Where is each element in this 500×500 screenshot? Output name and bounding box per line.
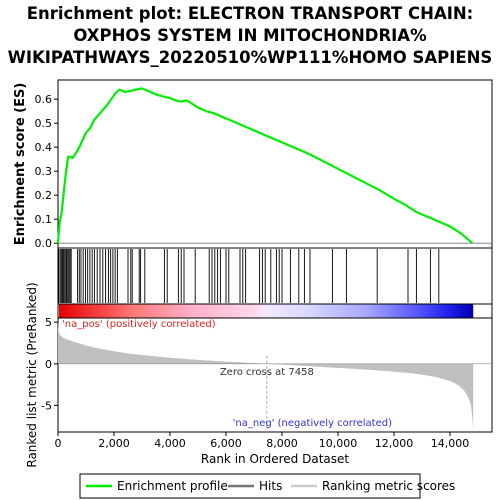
ranked-x-tick-label: 6,000 <box>210 437 242 450</box>
ranked-x-tick-label: 4,000 <box>154 437 186 450</box>
chart-title-line-1: Enrichment plot: ELECTRON TRANSPORT CHAI… <box>27 4 474 23</box>
ranked-x-tick-label: 10,000 <box>319 437 358 450</box>
ranked-x-axis: 0 2,000 4,000 6,000 8,000 10,000 12,000 14,000 <box>55 432 470 450</box>
ranked-y-tick-label: 5 <box>45 316 52 329</box>
ranked-panel-frame <box>57 317 493 433</box>
ranked-x-tick-label: 14,000 <box>431 437 470 450</box>
legend-hits-label: Hits <box>259 479 282 493</box>
ranked-x-tick-label: 0 <box>55 437 62 450</box>
hits-markers <box>58 249 440 303</box>
es-y-tick-label: 0.4 <box>35 141 53 154</box>
enrichment-panel-frame <box>57 79 493 249</box>
enrichment-profile-line <box>56 87 474 245</box>
ranked-y-axis: -5 0 5 <box>41 316 58 412</box>
es-y-tick-label: 0.3 <box>35 165 53 178</box>
ranked-x-tick-label: 12,000 <box>375 437 414 450</box>
es-y-tick-label: 0.2 <box>35 189 53 202</box>
zero-cross-label: Zero cross at 7458 <box>220 367 314 378</box>
es-y-axis: 0.0 0.1 0.2 0.3 0.4 0.5 0.6 <box>35 93 58 250</box>
chart-title-line-3: WIKIPATHWAYS_20220510%WP111%HOMO SAPIENS <box>8 48 493 67</box>
neg-correlated-label: 'na_neg' (negatively correlated) <box>233 418 392 429</box>
hits-panel-frame <box>57 247 493 305</box>
chart-title-line-2: OXPHOS SYSTEM IN MITOCHONDRIA% <box>73 26 427 45</box>
ranked-x-tick-label: 8,000 <box>266 437 298 450</box>
pos-correlated-label: 'na_pos' (positively correlated) <box>62 319 216 330</box>
ranked-x-axis-label: Rank in Ordered Dataset <box>201 452 349 466</box>
es-y-tick-label: 0.6 <box>35 93 53 106</box>
ranked-y-tick-label: 0 <box>45 358 52 371</box>
es-y-tick-label: 0.0 <box>35 237 53 250</box>
ranked-y-tick-label: -5 <box>41 399 52 412</box>
es-y-tick-label: 0.1 <box>35 213 53 226</box>
es-y-tick-label: 0.5 <box>35 117 53 130</box>
es-y-axis-label: Enrichment score (ES) <box>13 83 28 246</box>
rank-color-bar <box>59 304 474 318</box>
legend-enrichment-label: Enrichment profile <box>117 479 228 493</box>
ranked-x-tick-label: 2,000 <box>98 437 130 450</box>
legend-ranking-label: Ranking metric scores <box>322 479 455 493</box>
ranked-y-axis-label: Ranked list metric (PreRanked) <box>25 282 39 467</box>
